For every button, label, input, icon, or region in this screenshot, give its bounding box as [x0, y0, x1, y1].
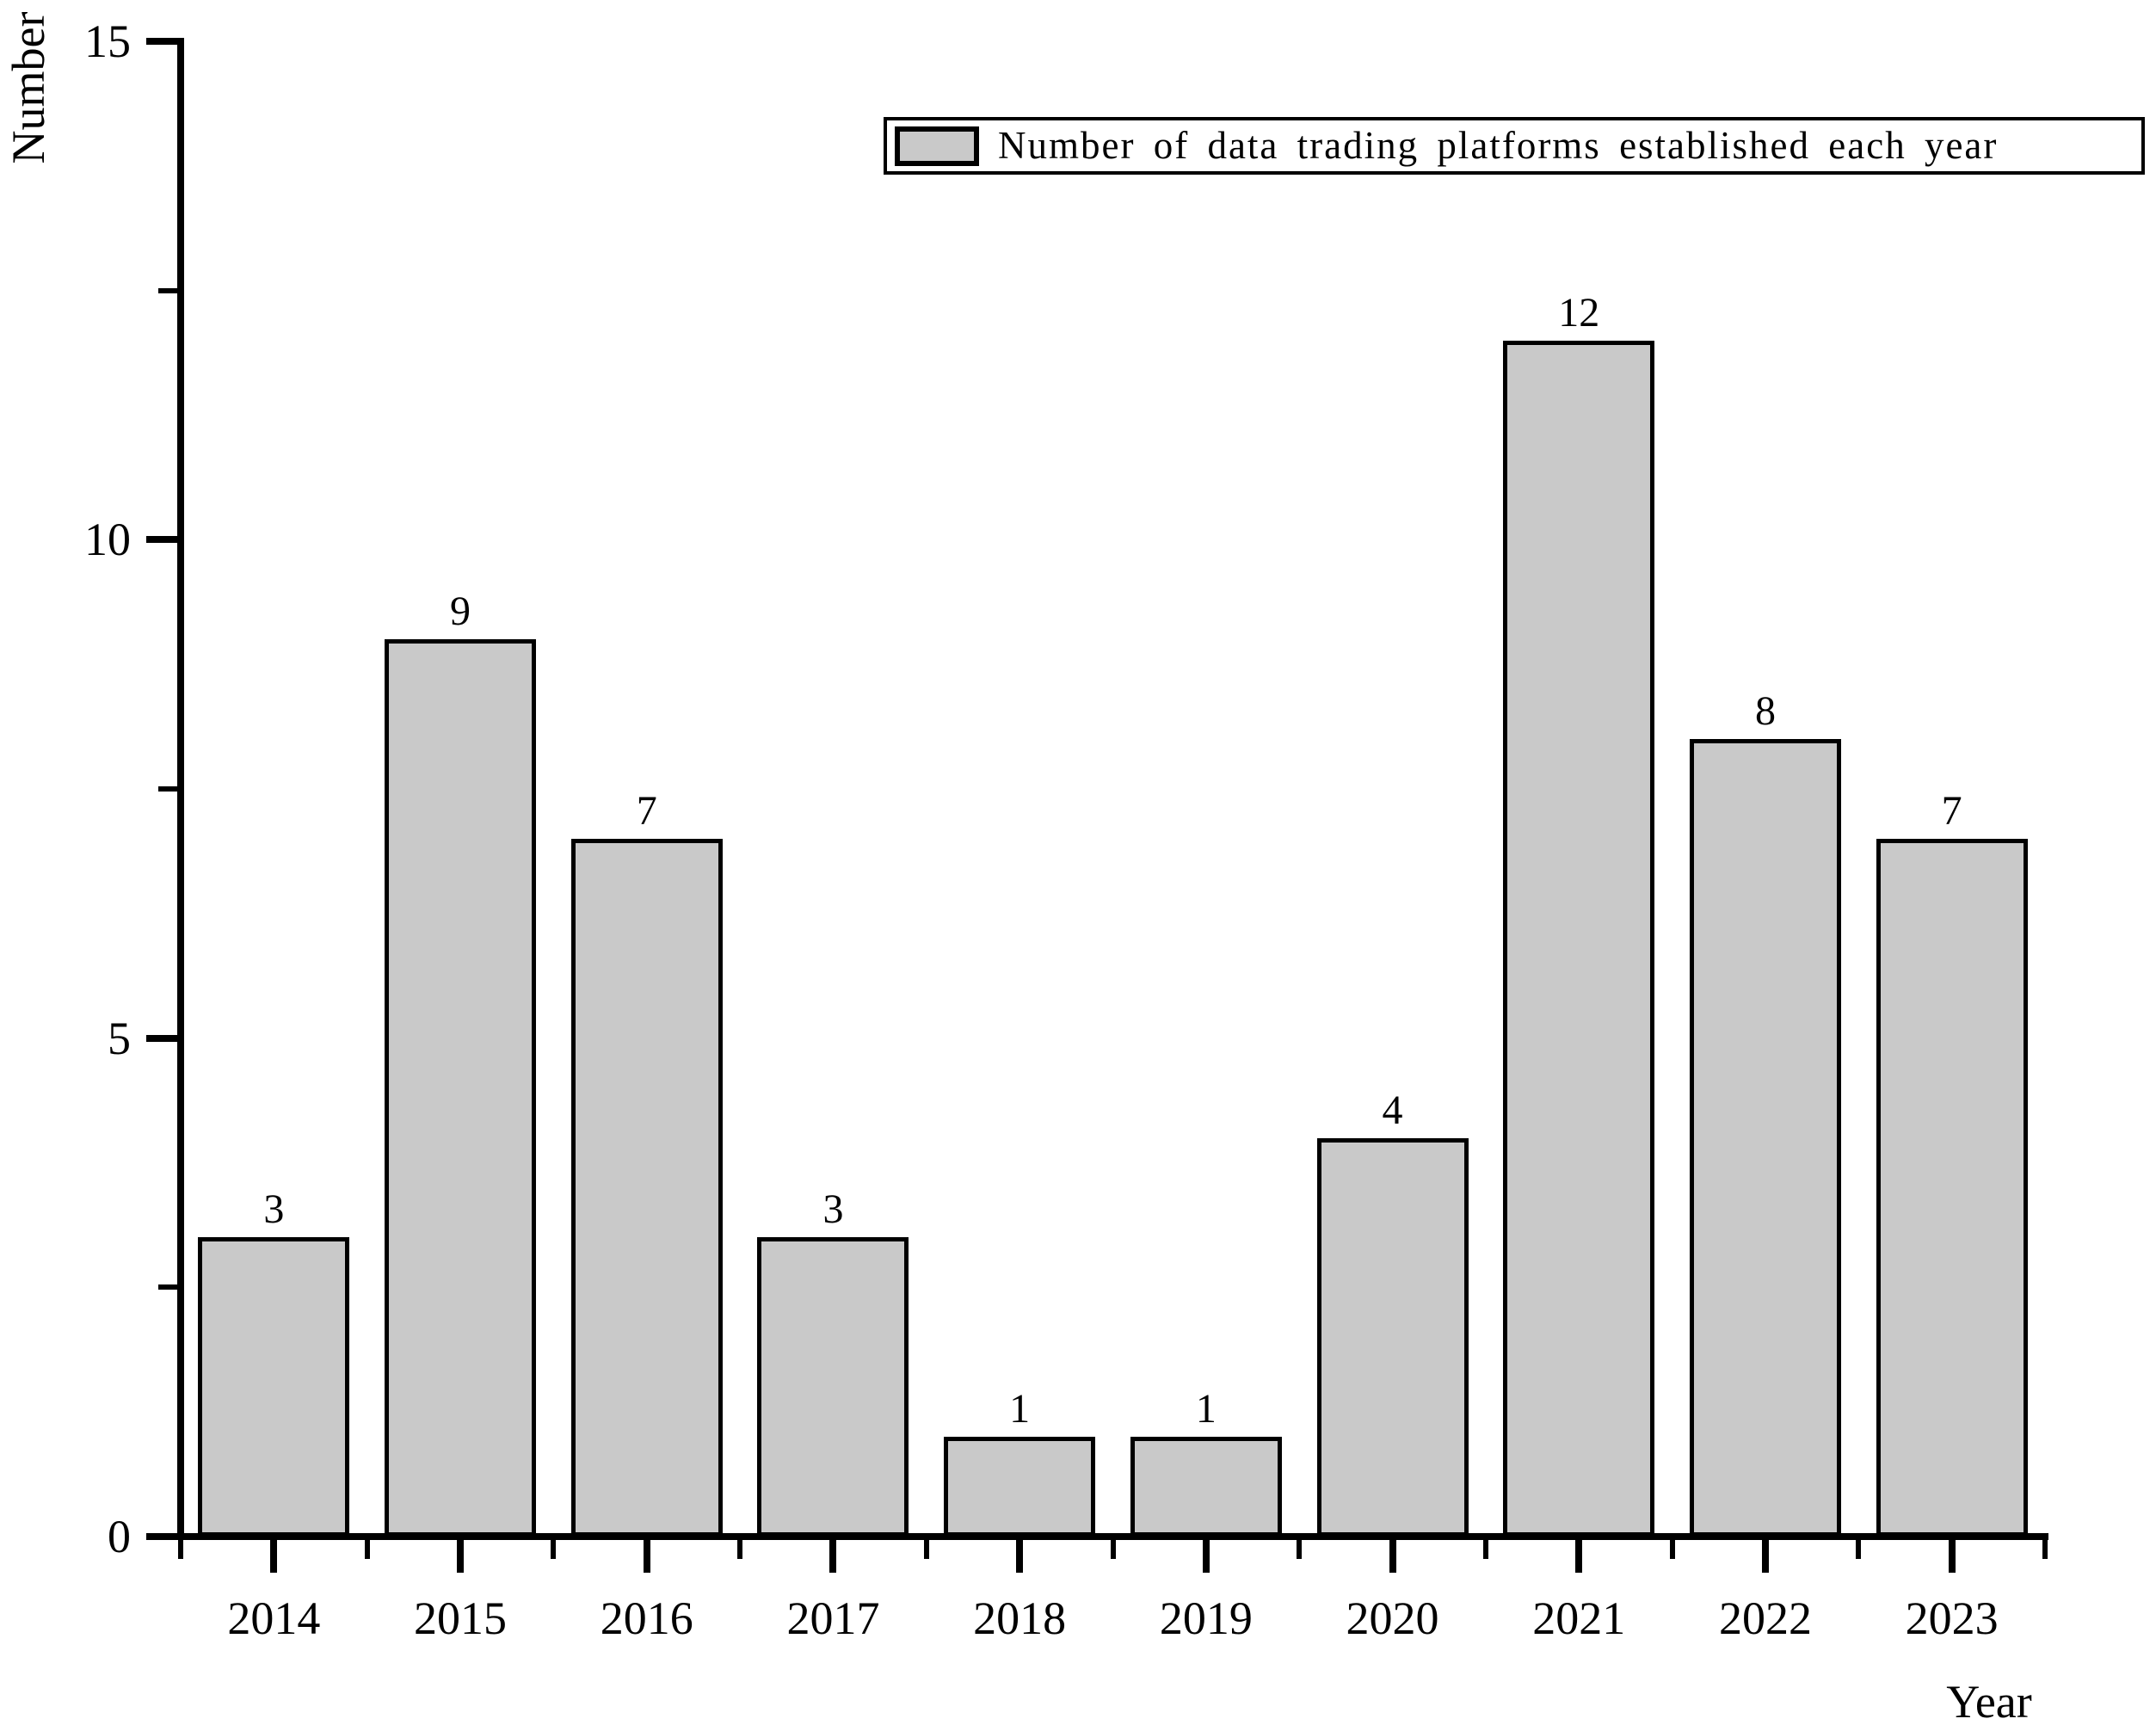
x-minor-tick-2 — [551, 1540, 557, 1559]
y-minor-tick-7.5 — [158, 786, 177, 792]
bar-2014 — [198, 1237, 350, 1537]
x-minor-tick-8 — [1669, 1540, 1675, 1559]
y-major-tick-0 — [146, 1533, 177, 1540]
x-minor-tick-5 — [1110, 1540, 1116, 1559]
x-major-tick-2020 — [1389, 1540, 1396, 1573]
bar-2022 — [1689, 739, 1841, 1537]
x-minor-tick-9 — [1856, 1540, 1862, 1559]
x-tick-label-2021: 2021 — [1532, 1592, 1626, 1644]
x-major-tick-2019 — [1202, 1540, 1210, 1573]
x-minor-tick-3 — [737, 1540, 743, 1559]
x-minor-tick-1 — [364, 1540, 370, 1559]
y-minor-tick-2.5 — [158, 1284, 177, 1291]
x-major-tick-2015 — [457, 1540, 465, 1573]
bar-value-label-2019: 1 — [1195, 1386, 1217, 1432]
x-tick-label-2023: 2023 — [1905, 1592, 1999, 1644]
bar-value-label-2021: 12 — [1558, 289, 1600, 336]
bar-2018 — [944, 1437, 1096, 1537]
y-tick-label-5: 5 — [108, 1012, 131, 1064]
y-tick-label-0: 0 — [108, 1511, 131, 1562]
legend-box: Number of data trading platforms establi… — [884, 117, 2145, 175]
x-major-tick-2014 — [270, 1540, 278, 1573]
y-axis-spine — [177, 38, 184, 1540]
x-tick-label-2020: 2020 — [1346, 1592, 1439, 1644]
bar-value-label-2015: 9 — [450, 588, 471, 635]
x-tick-label-2016: 2016 — [600, 1592, 693, 1644]
x-tick-label-2015: 2015 — [414, 1592, 508, 1644]
x-major-tick-2023 — [1948, 1540, 1956, 1573]
x-tick-label-2018: 2018 — [973, 1592, 1067, 1644]
y-major-tick-15 — [146, 38, 177, 45]
legend-swatch — [895, 126, 979, 166]
bar-value-label-2017: 3 — [822, 1186, 844, 1233]
bar-2020 — [1316, 1137, 1469, 1537]
bar-value-label-2016: 7 — [636, 787, 657, 834]
bar-2015 — [385, 639, 537, 1537]
x-minor-tick-4 — [923, 1540, 929, 1559]
bar-value-label-2022: 8 — [1754, 688, 1776, 735]
x-major-tick-2021 — [1575, 1540, 1583, 1573]
legend-label: Number of data trading platforms establi… — [998, 124, 1999, 167]
bar-value-label-2023: 7 — [1941, 787, 1962, 834]
y-major-tick-10 — [146, 536, 177, 544]
x-minor-tick-10 — [2042, 1540, 2048, 1559]
bar-value-label-2018: 1 — [1009, 1386, 1031, 1432]
x-minor-tick-0 — [178, 1540, 183, 1559]
x-major-tick-2017 — [829, 1540, 837, 1573]
bar-2017 — [757, 1237, 909, 1537]
x-minor-tick-7 — [1482, 1540, 1488, 1559]
bar-2023 — [1876, 838, 2028, 1537]
x-tick-label-2017: 2017 — [786, 1592, 880, 1644]
x-tick-label-2022: 2022 — [1718, 1592, 1812, 1644]
x-major-tick-2016 — [643, 1540, 650, 1573]
y-major-tick-5 — [146, 1034, 177, 1042]
bar-2016 — [570, 838, 723, 1537]
y-tick-label-15: 15 — [84, 15, 131, 67]
x-major-tick-2022 — [1761, 1540, 1769, 1573]
x-axis-spine — [177, 1533, 2048, 1540]
bar-value-label-2014: 3 — [263, 1186, 285, 1233]
x-tick-label-2014: 2014 — [227, 1592, 321, 1644]
x-axis-title: Year — [1946, 1676, 2032, 1728]
y-minor-tick-12.5 — [158, 287, 177, 293]
y-tick-label-10: 10 — [84, 514, 131, 566]
bar-2019 — [1130, 1437, 1282, 1537]
bar-2021 — [1503, 340, 1655, 1537]
x-minor-tick-6 — [1297, 1540, 1303, 1559]
x-major-tick-2018 — [1016, 1540, 1024, 1573]
x-tick-label-2019: 2019 — [1159, 1592, 1253, 1644]
bar-value-label-2020: 4 — [1382, 1087, 1403, 1133]
